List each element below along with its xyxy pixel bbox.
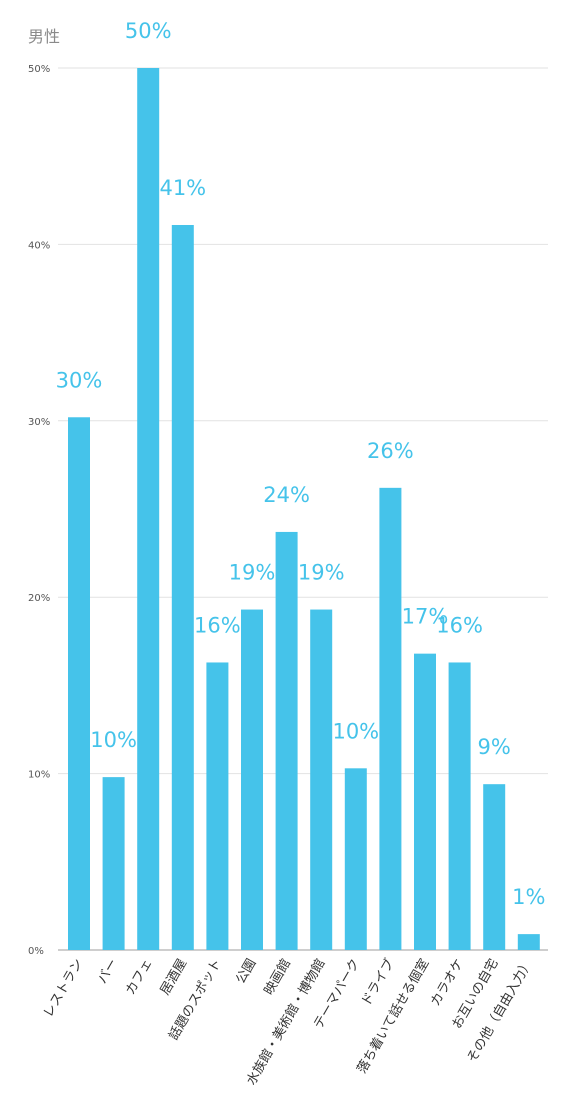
category-label: 落ち着いて話せる個室 [354,956,433,1076]
bar [137,68,160,950]
data-label: 10% [332,719,379,743]
data-label: 19% [298,561,345,585]
data-label: 26% [367,439,414,463]
category-label: その他（自由入力） [465,957,536,1066]
data-label: 41% [159,176,206,200]
data-label: 1% [512,885,545,909]
bar [310,609,333,950]
y-tick-label: 20% [28,593,50,604]
bar [517,934,540,950]
category-label: 居酒屋 [158,957,190,998]
data-label: 50% [125,19,172,43]
data-label: 30% [56,368,103,392]
category-label: バー [95,957,121,987]
y-tick-label: 40% [28,240,50,251]
data-label: 10% [90,728,137,752]
series-title: 男性 [28,27,60,46]
data-label: 24% [263,483,310,507]
bar [379,487,402,950]
bar [414,653,436,950]
category-label: カフェ [123,957,155,998]
bar [483,784,506,950]
bar [448,662,471,950]
data-label: 17% [402,605,449,629]
category-label: 公園 [233,957,259,987]
data-label: 19% [229,561,276,585]
category-label: ドライブ [358,956,398,1009]
category-label: 映画館 [262,957,294,998]
y-tick-label: 10% [28,770,50,781]
bar [275,531,298,950]
bar [241,609,263,950]
bar-layer [68,68,540,951]
data-label: 16% [436,613,483,637]
bar [171,224,194,951]
bar [344,768,367,950]
data-label-layer: 30%10%50%41%16%19%24%19%10%26%17%16%9%1% [56,19,546,909]
category-label: レストラン [41,957,86,1021]
data-label: 9% [478,735,511,759]
bar [68,417,90,951]
y-tick-label: 30% [28,417,50,428]
y-tick-label: 0% [28,946,44,957]
bar [102,777,125,950]
bar [206,662,229,950]
y-tick-label: 50% [28,64,50,75]
category-label: カラオケ [428,957,467,1010]
data-label: 16% [194,613,241,637]
